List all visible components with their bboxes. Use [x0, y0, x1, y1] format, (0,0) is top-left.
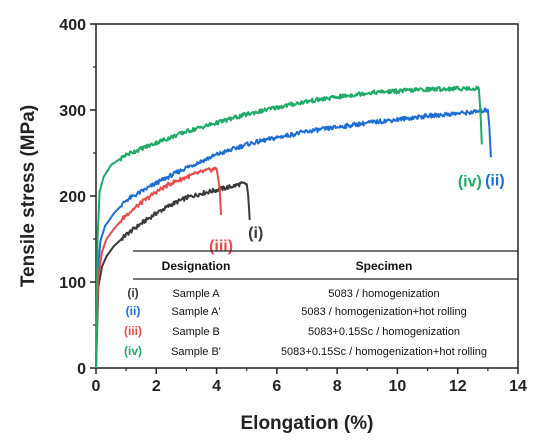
- series-line: [95, 85, 483, 369]
- row-specimen: 5083+0.15Sc / homogenization+hot rolling: [281, 346, 487, 358]
- row-designation: Sample B': [171, 346, 221, 358]
- series-tag: (ii): [485, 172, 505, 189]
- table-row: (iii) Sample B 5083+0.15Sc / homogenizat…: [124, 324, 460, 338]
- x-axis-ticks: 0 2 4 6 8 10 12 14: [92, 368, 527, 395]
- x-tick-label: 0: [92, 378, 101, 395]
- row-roman: (iii): [124, 324, 142, 338]
- y-tick-label: 100: [59, 275, 86, 292]
- x-axis-title: Elongation (%): [241, 413, 374, 434]
- series-layer: [95, 85, 492, 369]
- x-tick-label: 12: [449, 378, 467, 395]
- y-tick-label: 200: [59, 189, 86, 206]
- y-tick-label: 300: [59, 103, 86, 120]
- row-roman: (ii): [126, 304, 141, 318]
- legend-table: Designation Specimen (i) Sample A 5083 /…: [124, 250, 518, 358]
- y-tick-label: 400: [59, 17, 86, 34]
- x-tick-label: 2: [152, 378, 161, 395]
- curve-tags-layer: (i) (ii) (iii) (iv): [209, 172, 505, 255]
- row-specimen: 5083+0.15Sc / homogenization: [308, 326, 460, 338]
- y-axis-title: Tensile stress (MPa): [18, 105, 39, 287]
- row-designation: Sample A: [172, 288, 220, 300]
- table-header-specimen: Specimen: [356, 259, 413, 273]
- row-specimen: 5083 / homogenization: [328, 288, 439, 300]
- x-tick-label: 10: [389, 378, 407, 395]
- series-tag: (iv): [458, 173, 482, 190]
- series-line: [95, 166, 223, 369]
- series-line: [95, 107, 492, 369]
- x-tick-label: 8: [333, 378, 342, 395]
- y-axis-ticks: 0 100 200 300 400: [59, 17, 96, 378]
- row-designation: Sample B: [172, 326, 220, 338]
- x-tick-label: 6: [272, 378, 281, 395]
- row-specimen: 5083 / homogenization+hot rolling: [301, 306, 466, 318]
- x-tick-label: 4: [212, 378, 221, 395]
- series-tag: (iii): [209, 238, 233, 255]
- x-tick-label: 14: [509, 378, 527, 395]
- series-tag: (i): [248, 225, 263, 242]
- row-roman: (i): [127, 286, 138, 300]
- row-designation: Sample A': [171, 306, 220, 318]
- table-row: (i) Sample A 5083 / homogenization: [127, 286, 439, 300]
- series-line: [95, 181, 251, 369]
- table-header-designation: Designation: [162, 259, 231, 273]
- row-roman: (iv): [124, 344, 142, 358]
- y-tick-label: 0: [77, 361, 86, 378]
- table-row: (iv) Sample B' 5083+0.15Sc / homogenizat…: [124, 344, 487, 358]
- table-row: (ii) Sample A' 5083 / homogenization+hot…: [126, 304, 467, 318]
